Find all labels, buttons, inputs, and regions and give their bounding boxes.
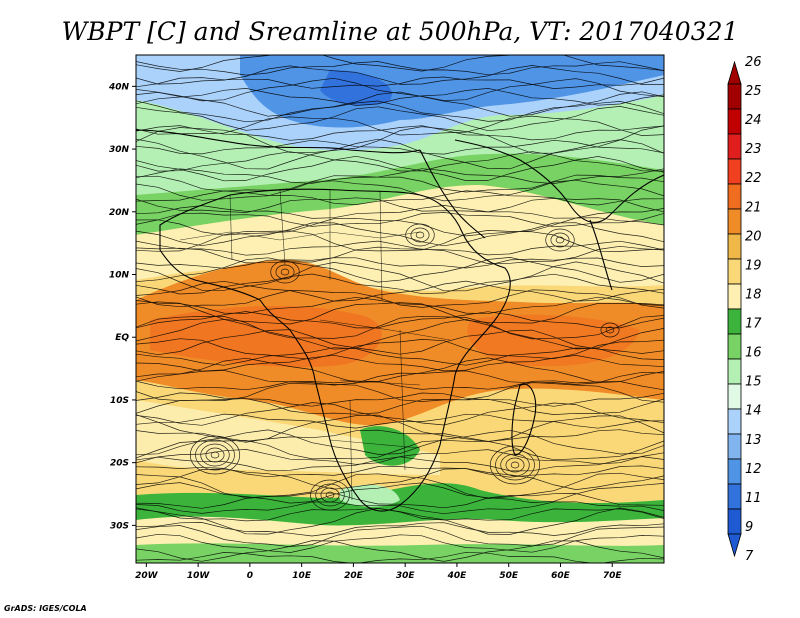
colorbar-swatch — [727, 258, 742, 285]
colorbar-label: 19 — [745, 258, 762, 273]
colorbar-swatch — [727, 183, 742, 210]
colorbar-swatch — [727, 358, 742, 385]
colorbar-swatch — [727, 433, 742, 460]
colorbar-label: 16 — [745, 346, 762, 361]
colorbar-label: 17 — [745, 317, 762, 332]
map-plot-area — [136, 55, 664, 563]
map-title: WBPT [C] and Sreamline at 500hPa, VT: 20… — [62, 17, 739, 46]
lon-tick-label: 30E — [396, 571, 416, 581]
colorbar-label: 13 — [745, 433, 762, 448]
colorbar-label: 23 — [745, 142, 762, 157]
colorbar-swatch — [727, 133, 742, 160]
colorbar-label: 11 — [745, 491, 762, 506]
colorbar-label: 9 — [745, 520, 753, 535]
lat-tick-label: 20N — [109, 208, 130, 218]
colorbar-label: 24 — [745, 113, 762, 128]
lon-tick-label: 10W — [187, 571, 211, 581]
colorbar-swatch — [727, 308, 742, 335]
colorbar-label: 25 — [745, 84, 762, 99]
colorbar-label: 20 — [745, 229, 762, 244]
border-layer — [179, 189, 451, 501]
lon-tick-label: 40E — [447, 571, 468, 581]
lat-tick-label: 30S — [110, 521, 129, 531]
colorbar-swatch — [727, 383, 742, 410]
lon-tick-label: 20W — [135, 571, 159, 581]
colorbar-swatch — [727, 158, 742, 185]
colorbar-swatch — [727, 333, 742, 360]
colorbar-label: 21 — [745, 200, 762, 215]
colorbar-label: 14 — [745, 404, 762, 419]
colorbar-top-arrow — [727, 60, 742, 85]
colorbar-swatch — [727, 408, 742, 435]
lat-tick-label: 40N — [108, 82, 130, 92]
colorbar-label: 7 — [745, 549, 754, 564]
lon-tick-label: 20E — [344, 571, 364, 581]
colorbar-label: 15 — [745, 375, 762, 390]
lon-tick-label: 10E — [292, 571, 312, 581]
colorbar-label: 18 — [745, 287, 762, 302]
colorbar-swatch — [727, 483, 742, 510]
colorbar-label: 12 — [745, 462, 762, 477]
grads-credit: GrADS: IGES/COLA — [4, 604, 87, 613]
lon-tick-label: 50E — [499, 571, 519, 581]
lon-tick-label: 60E — [551, 571, 571, 581]
lon-tick-label: 0 — [247, 571, 253, 581]
coastline-layer — [136, 129, 664, 512]
lat-tick-label: 10N — [109, 271, 130, 281]
longitude-axis: 20W 10W 0 10E 20E 30E 40E 50E 60E 70E — [135, 563, 622, 581]
streamline-layer — [136, 55, 664, 563]
colorbar-bottom-arrow — [727, 533, 742, 558]
colorbar-swatch — [727, 283, 742, 310]
equatorial-warm-band — [136, 259, 664, 426]
colorbar-label: 22 — [745, 171, 762, 186]
lat-tick-label: EQ — [115, 333, 129, 343]
lat-tick-label: 20S — [110, 459, 129, 469]
latitude-axis: 40N 30N 20N 10N EQ 10S 20S 30S — [108, 82, 136, 531]
map-frame — [135, 54, 665, 564]
lon-tick-label: 70E — [603, 571, 623, 581]
colorbar-label: 26 — [745, 55, 762, 70]
colorbar-swatch — [727, 508, 742, 535]
lat-tick-label: 10S — [110, 396, 129, 406]
colorbar: 26 25 24 23 22 21 20 19 18 17 16 15 14 13 12 11 9 7 — [727, 55, 762, 564]
colorbar-swatch — [727, 83, 742, 110]
colorbar-swatch — [727, 208, 742, 235]
colorbar-swatch — [727, 233, 742, 260]
lat-tick-label: 30N — [109, 145, 130, 155]
colorbar-swatch — [727, 108, 742, 135]
colorbar-swatch — [727, 458, 742, 485]
